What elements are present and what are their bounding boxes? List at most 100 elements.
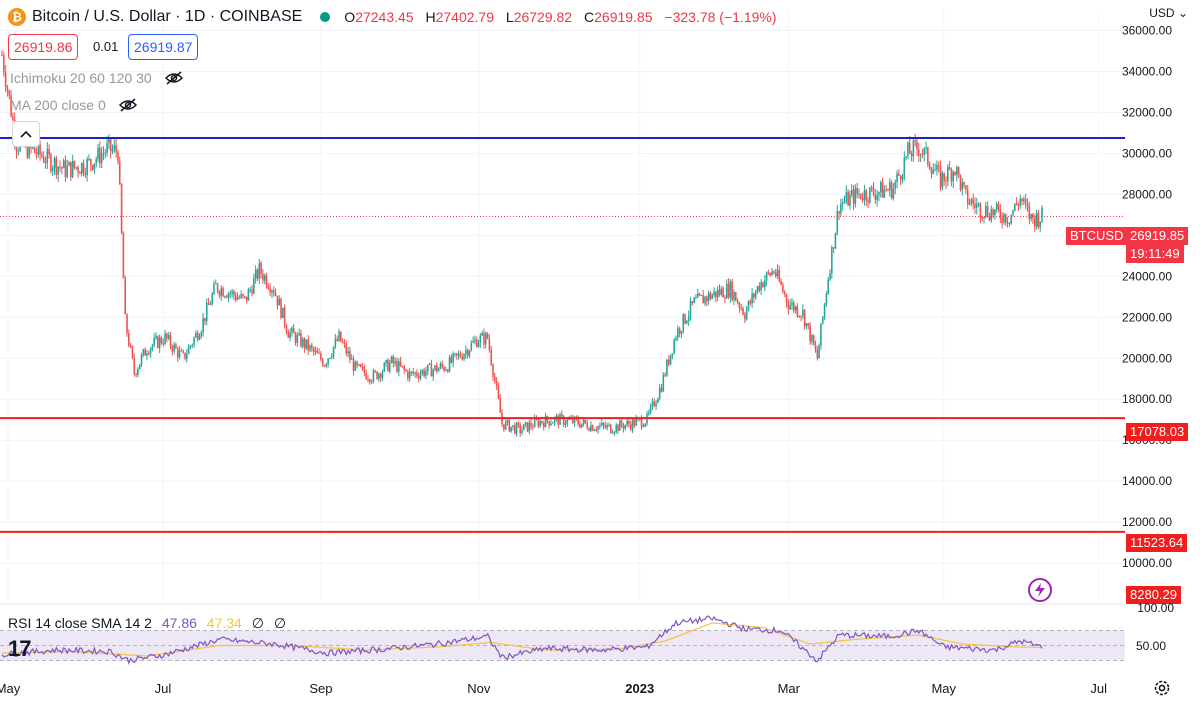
open-value: 27243.45 <box>355 9 414 25</box>
candle-body <box>523 424 525 431</box>
candle-body <box>503 424 505 430</box>
collapse-legend-button[interactable] <box>12 121 40 147</box>
candle-body <box>1030 213 1032 219</box>
time-axis[interactable]: May Jul Sep Nov 2023 Mar May Jul <box>0 681 1107 696</box>
candle-body <box>75 167 78 169</box>
candle-body <box>776 269 779 277</box>
candle-body <box>254 269 257 279</box>
candle-body <box>218 291 221 296</box>
candle-body <box>995 203 998 210</box>
candle-body <box>486 333 489 339</box>
symbol-title[interactable]: Bitcoin / U.S. Dollar · 1D · COINBASE <box>32 8 303 25</box>
candle-body <box>994 209 996 216</box>
candle-body <box>227 293 230 298</box>
candle-body <box>189 345 192 347</box>
candle-body <box>32 147 34 149</box>
candle-body <box>773 271 775 273</box>
candle-body <box>274 292 277 296</box>
candle-body <box>376 371 378 380</box>
candle-body <box>711 294 714 299</box>
candle-body <box>41 154 43 157</box>
currency-selector[interactable]: USD ⌄ <box>1149 6 1188 20</box>
candle-body <box>314 350 317 352</box>
candle-body <box>539 420 541 427</box>
candle-body <box>474 339 476 342</box>
candle-body <box>981 217 984 219</box>
candle-body <box>990 209 993 221</box>
candle-body <box>682 314 685 331</box>
x-tick-label: 2023 <box>625 681 654 696</box>
ohlc-readout: O27243.45 H27402.79 L26729.82 C26919.85 … <box>344 9 784 25</box>
candle-body <box>77 167 79 173</box>
lightning-icon[interactable] <box>1028 578 1052 602</box>
candle-body <box>847 191 849 206</box>
candle-body <box>1019 198 1022 206</box>
rsi-legend[interactable]: RSI 14 close SMA 14 2 47.86 47.34 ∅ ∅ <box>8 615 286 632</box>
candle-body <box>178 350 181 358</box>
candle-body <box>79 172 81 174</box>
symbol-header: ₿ Bitcoin / U.S. Dollar · 1D · COINBASE … <box>8 6 785 28</box>
market-status-icon[interactable] <box>320 12 331 22</box>
indicator-ichimoku[interactable]: Ichimoku 20 60 120 30 <box>10 70 184 86</box>
candle-body <box>202 317 204 332</box>
candle-body <box>497 385 500 399</box>
candle-body <box>282 307 284 318</box>
candle-body <box>1017 204 1020 206</box>
candle-body <box>412 371 415 374</box>
candle-body <box>916 141 918 150</box>
tradingview-logo[interactable]: 17 <box>8 636 32 661</box>
candle-body <box>854 187 857 205</box>
candle-body <box>434 365 436 370</box>
candle-body <box>747 301 750 310</box>
candle-body <box>247 289 250 301</box>
gear-icon[interactable] <box>1152 678 1172 698</box>
candle-body <box>852 190 855 205</box>
eye-off-icon[interactable] <box>118 97 138 113</box>
candle-body <box>354 361 357 371</box>
buy-price-button[interactable]: 26919.87 <box>128 34 199 60</box>
candle-body <box>44 162 47 164</box>
candle-body <box>303 338 306 349</box>
candle-body <box>633 419 636 426</box>
candle-body <box>133 357 136 374</box>
candle-body <box>1033 217 1036 227</box>
candle-body <box>977 203 980 205</box>
indicator-ma200[interactable]: MA 200 close 0 <box>10 97 138 113</box>
candlestick-series <box>1 50 1043 437</box>
rsi-label: RSI 14 close SMA 14 2 <box>8 615 152 631</box>
horizontal-lines[interactable] <box>0 137 1125 533</box>
candle-body <box>1004 213 1007 224</box>
candle-body <box>399 361 402 367</box>
candle-body <box>347 351 349 354</box>
y-tick-label: 10000.00 <box>1122 556 1172 570</box>
candle-body <box>320 353 322 360</box>
rsi-extra-2: ∅ <box>273 615 287 631</box>
candle-body <box>88 159 90 161</box>
sell-price-button[interactable]: 26919.86 <box>8 34 79 60</box>
candle-body <box>925 147 927 149</box>
candle-body <box>613 431 616 433</box>
y-tick-label: 30000.00 <box>1122 146 1172 160</box>
candle-body <box>8 90 11 96</box>
candle-body <box>59 166 61 168</box>
candle-body <box>874 194 877 200</box>
candle-body <box>762 282 764 288</box>
eye-off-icon[interactable] <box>164 70 184 86</box>
candle-body <box>702 295 704 304</box>
candle-body <box>191 344 194 346</box>
candle-body <box>50 154 52 172</box>
candle-body <box>983 217 985 219</box>
candle-body <box>733 292 735 300</box>
price-axis[interactable]: 36000.00 34000.00 32000.00 30000.00 28000.00… <box>1122 23 1172 570</box>
candle-body <box>42 156 45 163</box>
candle-body <box>262 273 264 281</box>
candle-body <box>311 345 313 348</box>
candle-body <box>1041 207 1043 222</box>
candle-body <box>504 421 507 430</box>
candle-body <box>553 417 556 423</box>
candle-body <box>128 333 130 346</box>
candle-body <box>879 182 882 192</box>
candle-body <box>421 370 424 374</box>
candle-body <box>432 369 435 377</box>
